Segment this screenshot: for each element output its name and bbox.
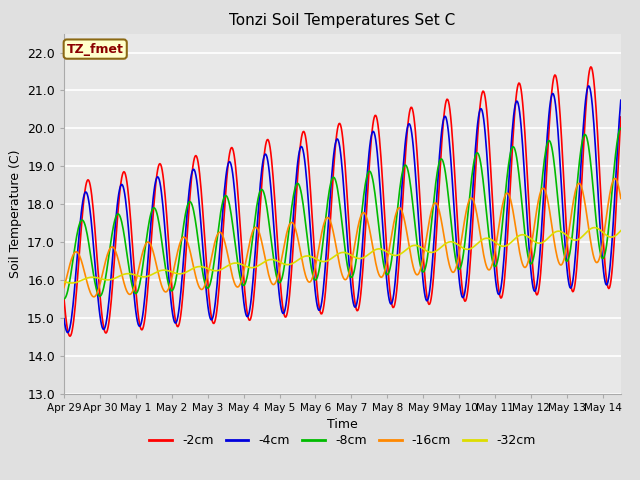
X-axis label: Time: Time xyxy=(327,418,358,431)
Legend: -2cm, -4cm, -8cm, -16cm, -32cm: -2cm, -4cm, -8cm, -16cm, -32cm xyxy=(145,429,540,452)
Title: Tonzi Soil Temperatures Set C: Tonzi Soil Temperatures Set C xyxy=(229,13,456,28)
Text: TZ_fmet: TZ_fmet xyxy=(67,43,124,56)
Y-axis label: Soil Temperature (C): Soil Temperature (C) xyxy=(8,149,22,278)
